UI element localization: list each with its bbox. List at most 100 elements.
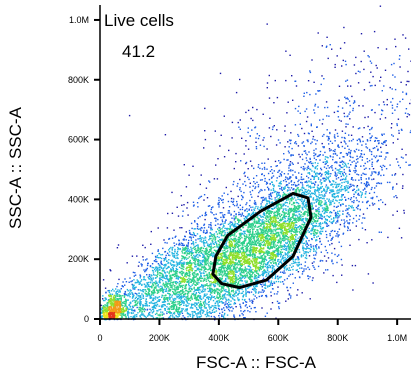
event-dot [231, 223, 234, 226]
event-dot [329, 131, 331, 134]
event-dot [265, 296, 268, 298]
event-dot [327, 171, 330, 173]
event-dot [131, 308, 133, 310]
event-dot [348, 170, 351, 172]
event-dot [295, 177, 297, 179]
event-dot [295, 244, 297, 247]
event-dot [210, 208, 212, 211]
event-dot [374, 111, 376, 114]
event-dot [207, 285, 209, 287]
event-dot [283, 158, 285, 161]
event-dot [293, 197, 296, 199]
event-dot [337, 177, 340, 179]
event-dot [319, 154, 321, 156]
event-dot [197, 228, 200, 230]
event-dot [355, 206, 358, 209]
event-dot [341, 65, 343, 67]
event-dot [249, 215, 252, 217]
event-dot [136, 315, 138, 318]
event-dot [219, 312, 221, 315]
event-dot [172, 264, 174, 266]
event-dot [259, 144, 262, 146]
event-dot [203, 224, 205, 226]
event-dot [124, 290, 127, 293]
event-dot [380, 151, 383, 153]
event-dot [245, 203, 247, 206]
event-dot [173, 229, 175, 231]
event-dot [360, 194, 363, 197]
event-dot [339, 168, 341, 170]
event-dot [140, 289, 142, 292]
event-dot [220, 300, 223, 303]
event-dot [268, 195, 270, 198]
event-dot [225, 297, 227, 299]
event-dot [318, 208, 320, 211]
event-dot [260, 295, 263, 297]
event-dot [234, 275, 237, 277]
event-dot [345, 181, 347, 183]
event-dot [278, 261, 281, 263]
event-dot [295, 224, 298, 226]
event-dot [303, 237, 305, 240]
event-dot [194, 284, 197, 286]
event-dot [324, 245, 326, 248]
event-dot [318, 201, 321, 203]
event-dot [277, 252, 279, 254]
event-dot [249, 182, 251, 184]
event-dot [310, 232, 312, 235]
event-dot [221, 267, 223, 269]
event-dot [256, 256, 259, 258]
event-dot [132, 286, 134, 289]
event-dot [282, 254, 284, 257]
event-dot [230, 190, 232, 193]
event-dot [225, 244, 227, 246]
event-dot [303, 200, 305, 202]
event-dot [232, 291, 235, 293]
event-dot [175, 276, 178, 278]
event-dot [213, 237, 215, 239]
event-dot [271, 169, 273, 171]
event-dot [358, 138, 361, 140]
event-dot [237, 121, 239, 124]
event-dot [204, 138, 207, 141]
event-dot [325, 184, 328, 186]
event-dot [316, 236, 318, 238]
event-dot [241, 212, 244, 214]
event-dot [181, 227, 183, 229]
event-dot [337, 105, 340, 108]
event-dot [314, 162, 316, 164]
event-dot [181, 302, 183, 304]
event-dot [160, 289, 162, 291]
event-dot [389, 86, 391, 89]
event-dot [191, 313, 194, 315]
event-dot [178, 297, 181, 299]
event-dot [228, 290, 230, 292]
event-dot [255, 175, 258, 177]
event-dot [347, 180, 349, 182]
event-dot [129, 306, 131, 308]
event-dot [375, 64, 377, 67]
event-dot [212, 253, 214, 255]
event-dot [290, 249, 293, 251]
event-dot [183, 249, 185, 251]
event-dot [188, 298, 190, 300]
event-dot [286, 198, 288, 200]
event-dot [184, 310, 186, 312]
event-dot [176, 296, 178, 299]
event-dot [251, 212, 254, 214]
event-dot [338, 146, 340, 148]
event-dot [294, 171, 296, 173]
event-dot [198, 291, 200, 293]
event-dot [311, 279, 314, 282]
event-dot [248, 265, 250, 267]
event-dot [253, 208, 255, 211]
event-dot [203, 270, 205, 272]
event-dot [221, 240, 224, 242]
event-dot [313, 112, 316, 114]
event-dot [288, 202, 291, 205]
event-dot [270, 181, 273, 183]
event-dot [298, 190, 301, 192]
event-dot [218, 301, 221, 303]
event-dot [260, 216, 262, 218]
event-dot [220, 238, 223, 241]
